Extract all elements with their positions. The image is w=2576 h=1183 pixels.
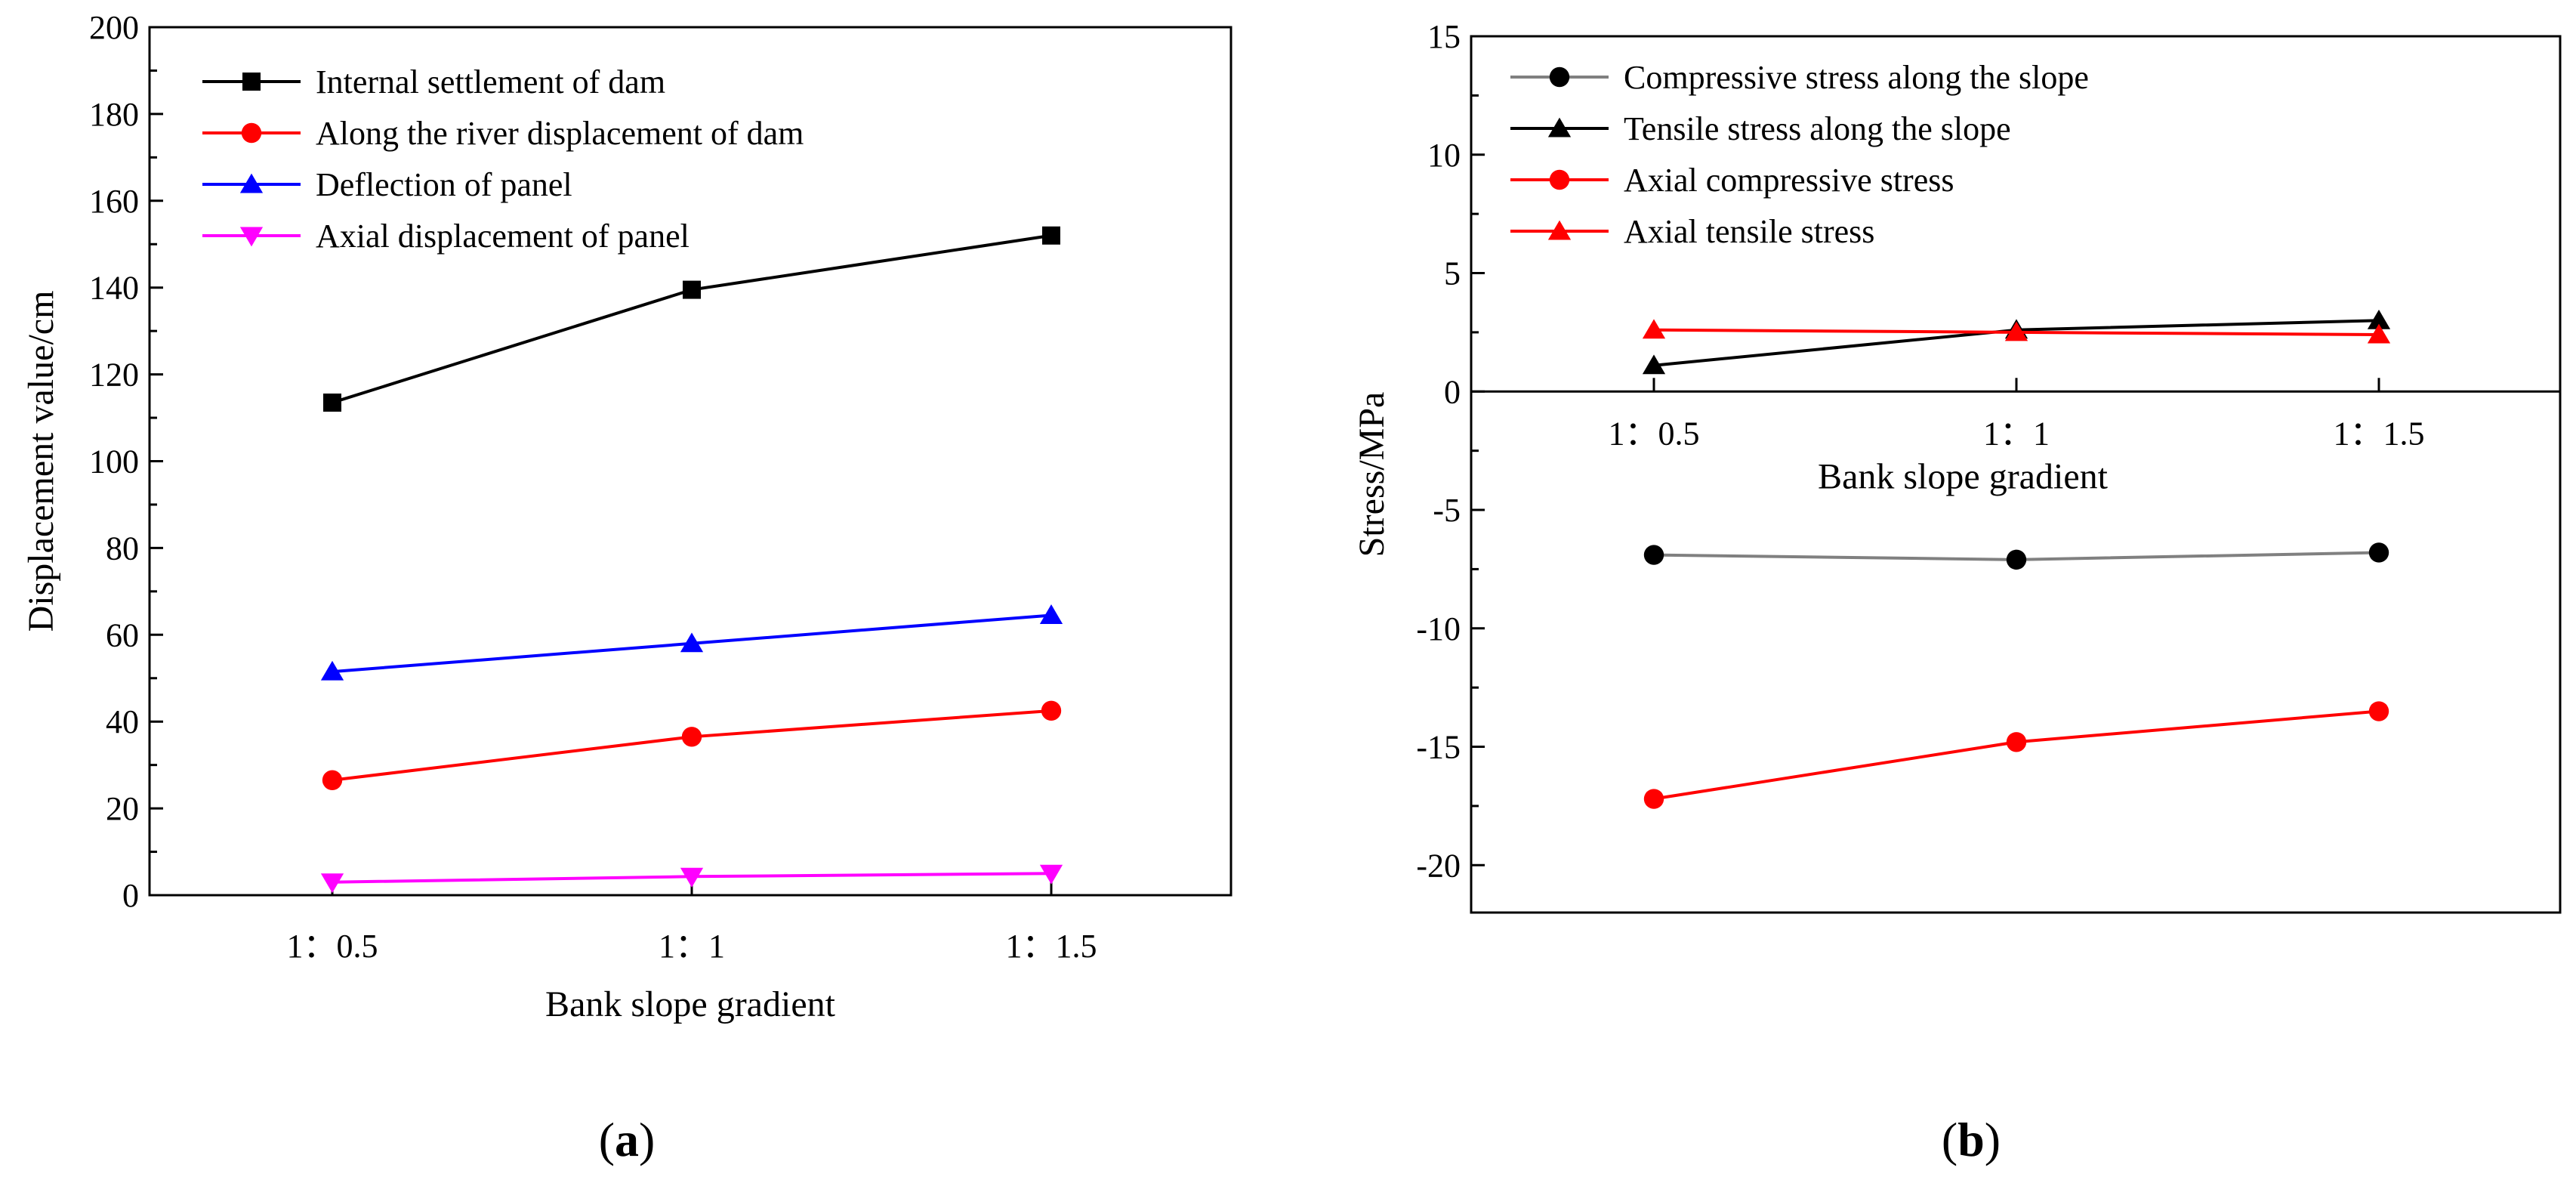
- data-point: [2367, 323, 2391, 344]
- series-line: [1653, 709, 2380, 801]
- y-tick-label: 40: [106, 703, 139, 740]
- legend-marker: [1547, 117, 1572, 137]
- data-point: [1039, 864, 1063, 885]
- chart-b: -20 -15 -10 -5 0 5 10 15 1：0.5 1：1 1：1.5 Bank slope…: [1352, 18, 2562, 1166]
- y-tick-label: -5: [1433, 492, 1461, 529]
- legend-marker: [239, 173, 264, 193]
- y-tick-label: -15: [1416, 729, 1461, 766]
- y-tick-label: 20: [106, 790, 139, 827]
- data-point: [322, 770, 343, 790]
- y-tick-label: -20: [1416, 847, 1461, 884]
- data-point: [2006, 549, 2027, 570]
- data-point: [320, 660, 344, 681]
- x-tick-label: 1：0.5: [1609, 415, 1700, 452]
- data-point: [1042, 226, 1060, 245]
- y-tick-label: 140: [89, 270, 139, 307]
- data-point: [683, 280, 701, 299]
- x-axis-title: Bank slope gradient: [1818, 456, 2109, 496]
- data-point: [2006, 732, 2027, 752]
- x-tick-label: 1：1: [1983, 415, 2050, 452]
- y-axis-title: Displacement value/cm: [21, 291, 61, 632]
- legend-entry: Compressive stress along the slope: [1624, 59, 2089, 96]
- y-tick-label: 5: [1444, 255, 1461, 292]
- panel-label: (b): [1942, 1113, 2001, 1166]
- y-tick-label: -10: [1416, 610, 1461, 647]
- plot-frame: [148, 26, 1232, 897]
- x-tick-label: 1：1: [659, 928, 725, 965]
- legend-entry: Axial compressive stress: [1624, 162, 1954, 199]
- y-tick-label: 100: [89, 443, 139, 480]
- y-tick-label: 80: [106, 530, 139, 567]
- data-point: [680, 867, 704, 888]
- x-tick-label: 1：1.5: [1006, 928, 1097, 965]
- y-tick-label: 120: [89, 357, 139, 394]
- y-tick-label: 160: [89, 183, 139, 220]
- data-point: [1643, 545, 1664, 565]
- legend-marker: [241, 122, 262, 144]
- plot-frame: [1470, 35, 2562, 914]
- legend-entry: Axial displacement of panel: [316, 218, 690, 255]
- data-point: [680, 632, 704, 653]
- data-point: [2367, 309, 2391, 329]
- data-point: [1642, 354, 1666, 375]
- y-tick-label: 180: [89, 96, 139, 133]
- panel-label: (a): [599, 1113, 656, 1166]
- legend-marker: [1549, 169, 1570, 190]
- y-tick-label: 15: [1427, 18, 1461, 55]
- legend-entry: Deflection of panel: [316, 166, 572, 203]
- chart-a: 0 20 40 60 80 100 120 140 160 180 200 1：0.5 1：1 1：1.5…: [21, 9, 1232, 1166]
- data-point: [2004, 321, 2028, 341]
- y-axis-title: Stress/MPa: [1352, 392, 1392, 558]
- legend-entry: Along the river displacement of dam: [316, 115, 804, 152]
- y-tick-label: 0: [1444, 373, 1461, 410]
- data-point: [681, 727, 702, 747]
- data-point: [1642, 319, 1666, 339]
- y-tick-label: 200: [89, 9, 139, 46]
- y-tick-label: 60: [106, 616, 139, 653]
- data-point: [2368, 542, 2389, 563]
- legend-entry: Tensile stress along the slope: [1624, 110, 2011, 147]
- legend-marker: [1547, 220, 1572, 240]
- x-axis-title: Bank slope gradient: [545, 984, 836, 1024]
- y-tick-label: 0: [122, 877, 139, 914]
- series-line: [332, 233, 1052, 404]
- legend-marker: [1549, 66, 1570, 88]
- legend-entry: Internal settlement of dam: [316, 63, 665, 100]
- x-tick-label: 1：0.5: [287, 928, 378, 965]
- x-tick-label: 1：1.5: [2334, 415, 2425, 452]
- y-tick-label: 10: [1427, 137, 1461, 174]
- data-point: [1039, 604, 1063, 624]
- legend-marker: [242, 73, 261, 91]
- data-point: [2368, 701, 2389, 721]
- data-point: [320, 873, 344, 894]
- data-point: [1041, 700, 1062, 721]
- data-point: [1643, 789, 1664, 809]
- legend-entry: Axial tensile stress: [1624, 213, 1874, 250]
- data-point: [323, 393, 341, 412]
- legend-marker: [239, 227, 264, 247]
